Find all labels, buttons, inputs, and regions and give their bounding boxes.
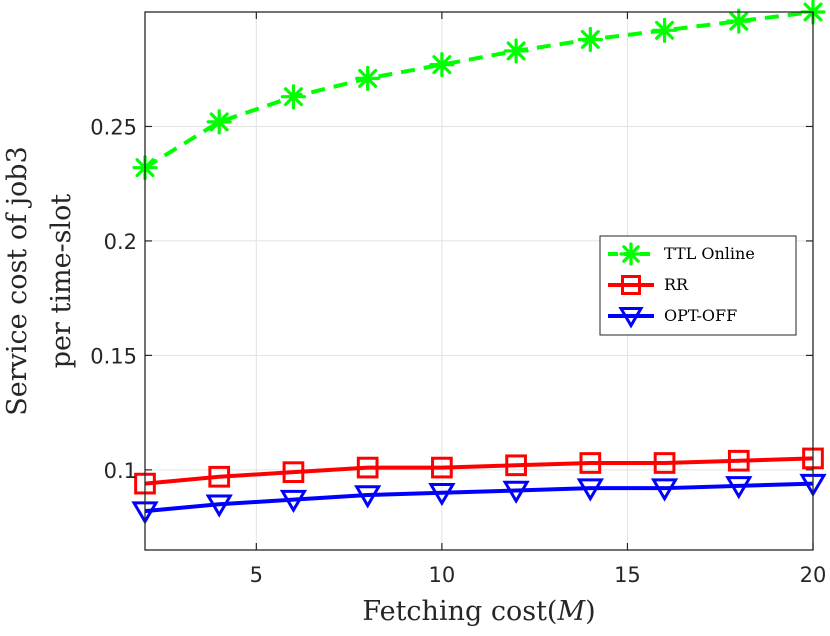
data-point	[579, 452, 602, 474]
data-point	[650, 478, 679, 502]
y-axis-label-line-2: per time-slot	[46, 194, 77, 369]
data-point	[206, 109, 232, 135]
data-point	[651, 17, 678, 43]
series-ttl-online	[132, 0, 826, 181]
data-point	[503, 38, 529, 64]
data-point	[725, 476, 753, 500]
y-tick-label: 0.15	[90, 344, 137, 368]
y-tick-label: 0.1	[104, 459, 137, 483]
series-rr	[134, 447, 824, 495]
series-line	[144, 481, 814, 514]
data-point	[577, 26, 603, 53]
legend-label: OPT-OFF	[664, 306, 737, 325]
data-point	[726, 8, 752, 34]
y-tick-label: 0.25	[90, 115, 137, 139]
legend-marker	[619, 242, 643, 266]
axes-box	[144, 11, 814, 551]
x-tick-label: 5	[250, 563, 263, 587]
legend-label: TTL Online	[664, 244, 755, 263]
y-tick-label: 0.2	[104, 230, 137, 254]
legend-marker	[621, 275, 641, 295]
data-point	[356, 456, 379, 479]
axis-ticks: 5 10 15 20 0.1 0.15 0.2 0.25	[90, 12, 826, 587]
y-axis-label-line-1: Service cost of job3	[2, 146, 33, 416]
x-tick-label: 10	[429, 563, 456, 587]
data-point	[205, 494, 233, 518]
legend-item: OPT-OFF	[608, 306, 737, 329]
legend: TTL Online RR OPT-OFF	[599, 235, 797, 336]
data-point	[282, 461, 305, 484]
data-point	[505, 454, 527, 477]
x-tick-label: 20	[800, 563, 827, 587]
x-tick-label: 15	[614, 563, 641, 587]
data-point	[727, 449, 750, 472]
data-point	[428, 483, 456, 507]
series-opt-off	[131, 473, 827, 525]
legend-marker	[618, 307, 644, 329]
series-line	[143, 10, 814, 170]
data-point	[429, 52, 455, 78]
legend-item: RR	[608, 275, 689, 295]
data-point	[354, 485, 382, 509]
data-point	[279, 489, 308, 514]
data-point	[280, 84, 307, 110]
data-point	[502, 480, 530, 504]
data-point	[653, 452, 676, 474]
data-point	[208, 465, 231, 488]
data-point	[355, 65, 381, 91]
data-point	[431, 456, 453, 479]
legend-item: TTL Online	[608, 242, 755, 266]
legend-label: RR	[664, 275, 689, 294]
series-line	[144, 456, 814, 486]
x-axis-label: Fetching cost(M)	[362, 596, 595, 627]
data-point	[576, 478, 604, 502]
